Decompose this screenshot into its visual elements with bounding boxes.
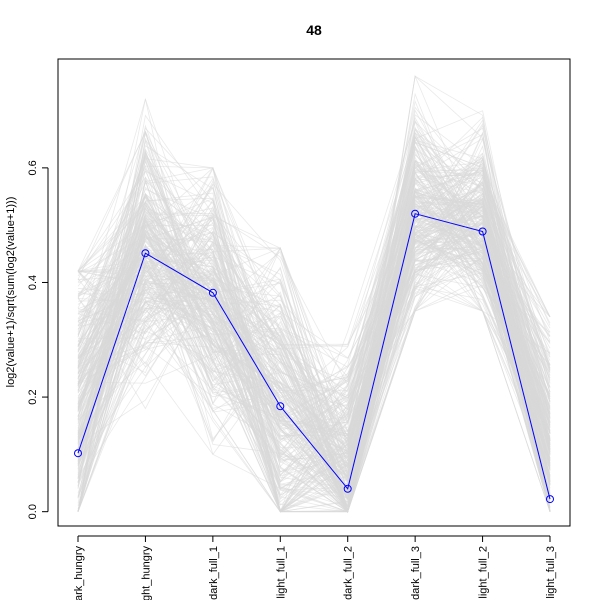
background-series-line (77, 181, 551, 512)
x-tick-label: light_full_1 (275, 546, 287, 599)
background-series-line (77, 159, 551, 513)
y-axis-label: log2(value+1)/sqrt(sum(log2(value+1))) (5, 197, 17, 388)
x-tick-label: light_full_2 (478, 546, 490, 599)
background-series-line (77, 155, 551, 511)
highlight-point (74, 449, 82, 458)
background-series-line (77, 221, 551, 513)
background-series-line (77, 176, 551, 478)
background-series-line (77, 195, 551, 512)
background-series-line (77, 167, 551, 513)
plot-frame (57, 58, 571, 527)
background-series-line (77, 187, 551, 513)
background-series-line (77, 75, 551, 513)
background-series-line (77, 109, 551, 513)
background-series-line (77, 234, 551, 488)
highlight-point (208, 288, 217, 297)
background-series-line (77, 200, 551, 426)
highlight-point (546, 495, 554, 504)
background-series-line (77, 110, 551, 512)
background-series-line (77, 208, 551, 499)
background-series-line (77, 135, 551, 512)
background-series-line (77, 225, 551, 446)
background-series-line (77, 92, 551, 512)
background-series-group (77, 74, 551, 514)
highlight-point (478, 227, 487, 236)
background-series-line (77, 168, 551, 490)
x-tick-label: dark_full_2 (343, 546, 355, 600)
background-series-line (77, 192, 551, 514)
background-series-line (77, 225, 551, 499)
highlight-point (141, 249, 150, 258)
background-series-line (77, 124, 551, 497)
background-series-line (77, 202, 551, 513)
background-series-line (77, 158, 551, 513)
x-tick-label: light_full_3 (545, 546, 557, 599)
background-series-line (77, 132, 551, 497)
x-tick-label: dark_full_3 (410, 546, 422, 600)
chart-title: 48 (306, 22, 322, 38)
highlight-series-line (77, 213, 551, 500)
background-series-line (77, 186, 551, 504)
background-series-line (77, 171, 551, 456)
y-tick-label: 0.6 (27, 160, 39, 175)
background-series-line (77, 148, 551, 452)
background-series-line (77, 134, 551, 446)
background-series-line (77, 170, 551, 508)
y-tick-label: 0.0 (27, 504, 39, 519)
highlight-point (343, 484, 352, 493)
background-series-line (77, 116, 551, 455)
highlight-point (411, 209, 420, 218)
y-axis: 0.0 0.2 0.4 0.6 (27, 160, 49, 519)
y-tick-label: 0.4 (27, 275, 39, 290)
background-series-line (77, 191, 551, 513)
background-series-line (77, 144, 551, 415)
x-axis: dark_hungry light_hungry dark_full_1 light_… (73, 535, 557, 600)
background-series-line (77, 246, 551, 419)
x-tick-label: light_hungry (140, 546, 152, 600)
y-tick-label: 0.2 (27, 389, 39, 404)
highlight-series-group (74, 209, 554, 504)
background-series-line (77, 230, 551, 513)
background-series-line (77, 205, 551, 514)
background-series-line (77, 127, 551, 460)
background-series-line (77, 145, 551, 494)
x-tick-label: dark_full_1 (208, 546, 220, 600)
background-series-line (77, 178, 551, 513)
background-series-line (77, 152, 551, 513)
background-series-line (77, 157, 551, 513)
background-series-line (77, 175, 551, 514)
background-series-line (77, 203, 551, 514)
x-tick-label: dark_hungry (73, 546, 85, 600)
highlight-point (276, 402, 285, 411)
background-series-line (77, 192, 551, 513)
background-series-line (77, 227, 551, 433)
